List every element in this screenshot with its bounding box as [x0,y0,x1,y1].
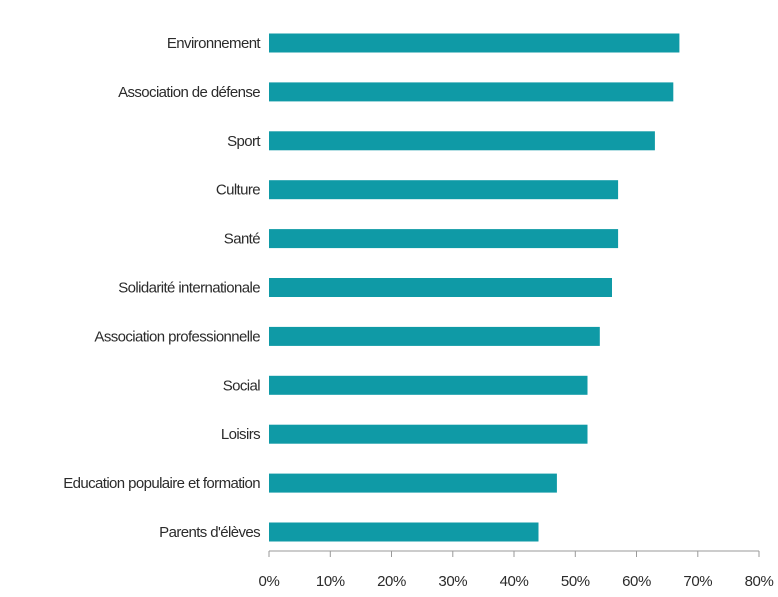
x-tick-label: 20% [377,573,406,590]
category-label: Loisirs [221,426,260,443]
x-tick-label: 0% [259,573,280,590]
category-label: Santé [224,231,260,248]
bar-9 [269,473,557,493]
bar-6 [269,326,600,346]
category-label: Social [223,377,261,394]
bar-7 [269,375,588,395]
x-tick-label: 50% [561,573,590,590]
bar-10 [269,522,539,542]
bar-2 [269,131,655,151]
category-label: Sport [227,133,261,150]
bar-1 [269,82,674,102]
bar-8 [269,424,588,444]
bar-5 [269,278,612,297]
bar-3 [269,180,619,200]
category-label: Culture [216,182,260,199]
x-tick-label: 10% [316,573,345,590]
category-label: Environnement [167,35,262,52]
x-axis: 0% 10% 20% 30% 40% 50% 60% 70% 80% [259,550,774,590]
category-label: Education populaire et formation [63,475,260,492]
x-tick-label: 30% [438,573,467,590]
bars-group [269,33,680,542]
bar-0 [269,33,680,53]
category-label: Association de défense [118,84,260,101]
category-label: Parents d'élèves [159,524,260,541]
category-labels: Environnement Association de défense Sport… [63,35,262,541]
x-tick-label: 60% [622,573,651,590]
category-label: Solidarité internationale [118,280,260,297]
category-label: Association professionnelle [94,328,260,345]
x-tick-label: 70% [683,573,712,590]
x-tick-label: 80% [745,573,774,590]
bar-4 [269,229,619,249]
x-tick-label: 40% [500,573,529,590]
